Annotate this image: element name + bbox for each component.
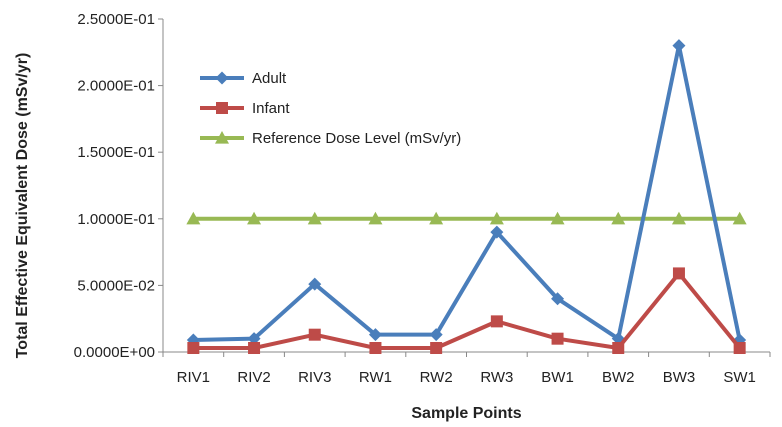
data-point	[368, 328, 382, 342]
series-line	[193, 271, 742, 351]
data-point	[490, 315, 503, 328]
x-tick-label: SW1	[723, 369, 756, 386]
y-axis-title: Total Effective Equivalent Dose (mSv/yr)	[14, 53, 31, 359]
y-ticks: 0.0000E+00 5.0000E-02 1.0000E-01 1.5000E-01…	[74, 11, 163, 361]
data-point	[369, 342, 382, 355]
legend-marker	[216, 102, 228, 114]
data-point	[611, 211, 626, 225]
data-point	[671, 211, 686, 225]
data-point	[248, 342, 261, 355]
data-point	[247, 211, 262, 225]
y-tick-label: 2.0000E-01	[77, 78, 155, 95]
x-tick-label: BW3	[663, 369, 696, 386]
y-tick-label: 1.5000E-01	[77, 144, 155, 161]
legend-item: Infant	[200, 100, 290, 117]
x-tick-label: BW2	[602, 369, 635, 386]
series-reference	[186, 211, 747, 225]
y-tick-label: 0.0000E+00	[74, 344, 155, 361]
data-point	[612, 342, 625, 355]
x-tick-label: RIV2	[237, 369, 270, 386]
x-tick-label: BW1	[541, 369, 574, 386]
legend-marker	[215, 71, 229, 85]
data-point	[186, 211, 201, 225]
legend: Adult Infant Reference Dose Level (mSv/yr)	[200, 70, 461, 147]
series-infant	[187, 267, 746, 355]
legend-label: Infant	[252, 100, 290, 117]
data-point	[551, 332, 564, 345]
data-point	[308, 328, 321, 341]
data-point	[430, 342, 443, 355]
y-tick-label: 2.5000E-01	[77, 11, 155, 28]
data-point	[672, 39, 686, 53]
series-adult	[186, 39, 747, 347]
data-point	[247, 332, 261, 346]
axes	[162, 19, 770, 353]
data-point	[551, 292, 565, 306]
data-point	[368, 211, 383, 225]
x-tick-label: RW2	[420, 369, 453, 386]
data-point	[490, 225, 504, 239]
y-tick-label: 5.0000E-02	[77, 277, 155, 294]
data-point	[429, 211, 444, 225]
series-layer	[186, 39, 747, 355]
x-axis-title: Sample Points	[411, 405, 521, 422]
y-tick-label: 1.0000E-01	[77, 211, 155, 228]
legend-item: Reference Dose Level (mSv/yr)	[200, 130, 461, 147]
x-tick-label: RIV3	[298, 369, 331, 386]
legend-marker	[215, 131, 229, 144]
data-point	[429, 328, 443, 342]
series-line	[193, 43, 742, 343]
data-point	[550, 211, 565, 225]
data-point	[733, 342, 746, 355]
legend-label: Adult	[252, 70, 287, 87]
data-point	[187, 342, 200, 355]
x-ticks: RIV1 RIV2 RIV3 RW1 RW2 RW3 BW1 BW2 BW3 SW1	[162, 352, 771, 386]
data-point	[732, 211, 747, 225]
data-point	[307, 211, 322, 225]
x-tick-label: RW1	[359, 369, 392, 386]
data-point	[672, 267, 685, 280]
data-point	[489, 211, 504, 225]
legend-label: Reference Dose Level (mSv/yr)	[252, 130, 461, 147]
data-point	[308, 277, 322, 291]
x-tick-label: RIV1	[177, 369, 210, 386]
legend-item: Adult	[200, 70, 287, 87]
x-tick-label: RW3	[480, 369, 513, 386]
